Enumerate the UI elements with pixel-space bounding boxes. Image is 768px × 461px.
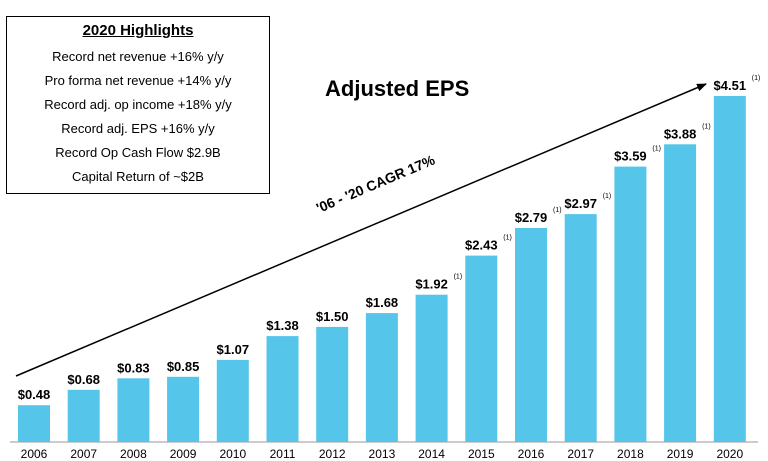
x-tick-label: 2014: [418, 447, 445, 461]
value-label-2008: $0.83: [117, 360, 150, 375]
x-tick-label: 2017: [567, 447, 594, 461]
x-tick-label: 2020: [716, 447, 743, 461]
highlights-title: 2020 Highlights: [82, 22, 194, 39]
x-tick-label: 2007: [70, 447, 97, 461]
value-label-2013: $1.68: [366, 295, 399, 310]
bar-2016: [515, 228, 547, 442]
highlights-box: 2020 Highlights Record net revenue +16% …: [6, 16, 270, 194]
highlight-item: Pro forma net revenue +14% y/y: [44, 73, 232, 88]
bar-2019: [664, 144, 697, 443]
value-label-2010: $1.07: [217, 342, 250, 357]
bar-2018: [614, 166, 647, 442]
x-tick-label: 2011: [270, 447, 296, 461]
value-label-2006: $0.48: [18, 387, 51, 402]
x-tick-label: 2006: [21, 447, 48, 461]
x-tick-label: 2008: [120, 447, 147, 461]
x-tick-label: 2013: [369, 447, 396, 461]
bar-2008: [117, 378, 150, 442]
highlight-item: Record net revenue +16% y/y: [52, 49, 224, 64]
x-tick-label: 2016: [518, 447, 545, 461]
value-label-2011: $1.38: [266, 318, 299, 333]
value-label-2016: $2.79: [515, 210, 548, 225]
bar-2013: [365, 313, 398, 442]
x-tick-label: 2012: [319, 447, 346, 461]
footnote-marker-2015: (1): [503, 235, 512, 242]
highlight-item: Record adj. op income +18% y/y: [44, 97, 232, 112]
value-label-2007: $0.68: [67, 372, 100, 387]
value-label-2014: $1.92: [415, 277, 448, 292]
x-tick-label: 2009: [170, 447, 197, 461]
bar-2011: [266, 336, 299, 442]
bar-2014: [415, 294, 448, 442]
bar-2010: [216, 359, 249, 442]
highlight-item: Record adj. EPS +16% y/y: [61, 121, 215, 136]
highlight-item: Record Op Cash Flow $2.9B: [55, 145, 221, 160]
footnote-marker-2019: (1): [702, 123, 711, 130]
bar-2020: [713, 96, 746, 442]
footnote-marker-2020: (1): [752, 75, 761, 82]
chart-title: Adjusted EPS: [325, 76, 470, 101]
value-label-2009: $0.85: [167, 359, 200, 374]
bar-2006: [18, 405, 50, 442]
value-label-2017: $2.97: [564, 196, 597, 211]
bar-2015: [465, 255, 498, 442]
x-tick-label: 2018: [617, 447, 644, 461]
bar-2007: [67, 389, 100, 442]
bar-2012: [316, 326, 349, 442]
footnote-marker-2017: (1): [603, 193, 612, 200]
cagr-trend-arrow: [15, 83, 707, 377]
value-label-2019: $3.88: [664, 126, 697, 141]
value-label-2018: $3.59: [614, 149, 647, 164]
footnote-marker-2018: (1): [652, 146, 661, 153]
x-tick-label: 2010: [219, 447, 246, 461]
bar-2009: [167, 376, 200, 442]
x-tick-label: 2019: [667, 447, 694, 461]
value-label-2015: $2.43: [465, 238, 498, 253]
value-label-2020: $4.51: [714, 78, 747, 93]
footnote-marker-2016: (1): [553, 207, 562, 214]
value-label-2012: $1.50: [316, 309, 349, 324]
bar-2017: [564, 214, 597, 442]
highlight-item: Capital Return of ~$2B: [72, 169, 204, 184]
x-tick-label: 2015: [468, 447, 495, 461]
footnote-marker-2014: (1): [454, 274, 463, 281]
